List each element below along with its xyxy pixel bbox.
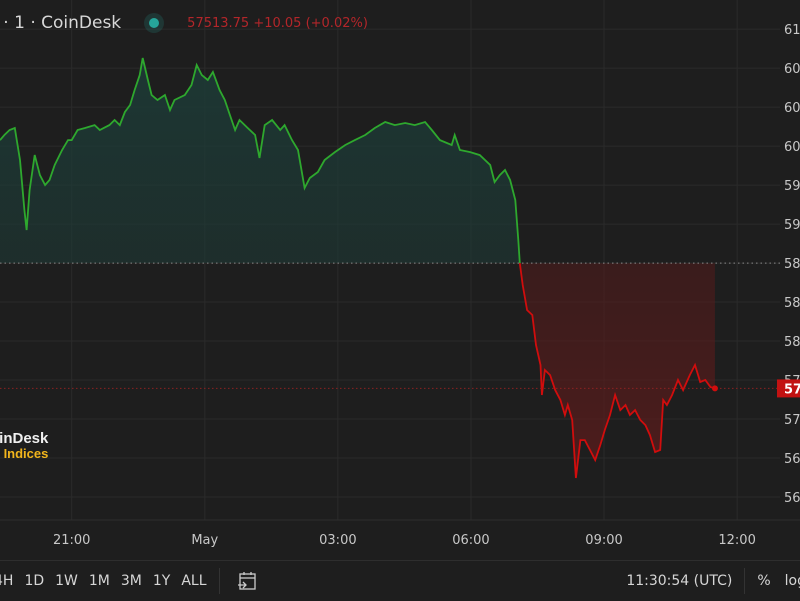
y-tick-label: 57200	[784, 413, 800, 428]
range-3m-button[interactable]: 3M	[120, 573, 142, 589]
calendar-goto-icon[interactable]	[236, 570, 258, 592]
x-tick-label: 06:00	[452, 533, 489, 548]
y-tick-label: 56800	[784, 452, 800, 467]
divider	[218, 568, 220, 594]
range-1m-button[interactable]: 1M	[88, 573, 110, 589]
range-1w-button[interactable]: 1W	[55, 573, 78, 589]
price-quote: 57513.75 +10.05 (+0.02%)	[187, 15, 368, 31]
chart-header: oin · 1 · CoinDesk 57513.75 +10.05 (+0.0…	[0, 6, 368, 40]
log-scale-toggle[interactable]: log	[784, 573, 800, 589]
price-line-up	[0, 57, 521, 264]
y-tick-label: 61200	[784, 23, 800, 38]
coindesk-indices-logo: oinDesk Indices	[0, 431, 48, 461]
last-point-marker	[711, 385, 718, 392]
bottom-toolbar: 4H 1D 1W 1M 3M 1Y ALL 11:30:54 (UTC) % l…	[0, 560, 800, 601]
x-tick-label: 21:00	[53, 533, 90, 548]
y-tick-label: 58400	[784, 296, 800, 311]
area-above-baseline	[0, 58, 715, 264]
price-line-down	[518, 263, 716, 479]
price-chart[interactable]: 5640056800572005760058000584005880059200…	[0, 0, 800, 560]
y-tick-label: 60400	[784, 101, 800, 116]
divider	[744, 568, 746, 594]
x-tick-label: 12:00	[718, 533, 755, 548]
y-tick-label: 58000	[784, 335, 800, 350]
y-tick-label: 58800	[784, 257, 800, 272]
market-status-dot-icon	[149, 18, 160, 28]
area-below-baseline	[519, 263, 715, 478]
y-tick-label: 60800	[784, 62, 800, 77]
last-price-label: 57513.75	[784, 382, 800, 397]
x-tick-label: 03:00	[319, 533, 356, 548]
x-tick-label: 09:00	[585, 533, 622, 548]
logo-line1: oinDesk	[0, 430, 49, 447]
y-tick-label: 59600	[784, 179, 800, 194]
range-1y-button[interactable]: 1Y	[152, 573, 171, 589]
range-all-button[interactable]: ALL	[181, 573, 207, 589]
range-4h-button[interactable]: 4H	[0, 573, 14, 589]
x-tick-label: May	[191, 533, 218, 548]
utc-clock[interactable]: 11:30:54 (UTC)	[626, 573, 733, 589]
y-tick-label: 59200	[784, 218, 800, 233]
logo-line2: Indices	[3, 446, 49, 461]
range-buttons: 4H 1D 1W 1M 3M 1Y ALL	[0, 573, 207, 589]
y-tick-label: 60000	[784, 140, 800, 155]
percent-scale-toggle[interactable]: %	[757, 573, 771, 589]
symbol-title[interactable]: oin · 1 · CoinDesk	[0, 13, 122, 33]
y-tick-label: 56400	[784, 491, 800, 506]
range-1d-button[interactable]: 1D	[24, 573, 45, 589]
last-price-badge	[777, 379, 800, 398]
